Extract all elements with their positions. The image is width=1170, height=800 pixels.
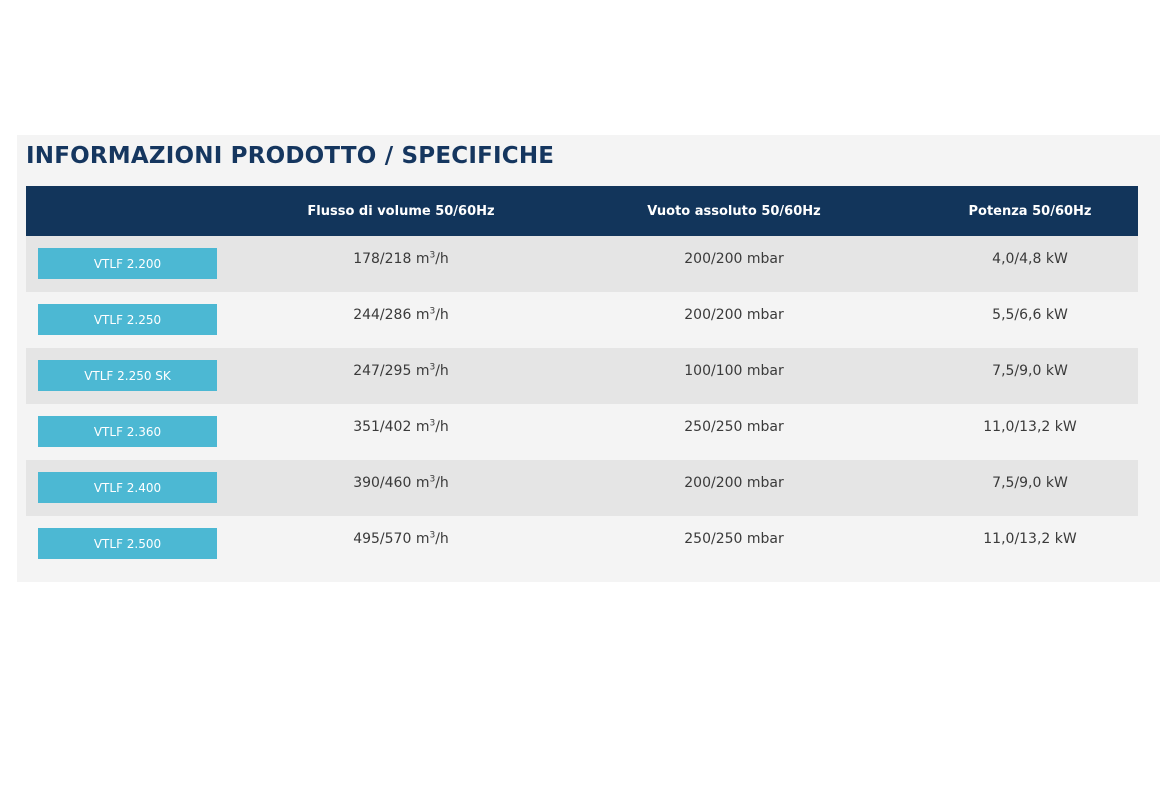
table-row: VTLF 2.360 351/402 m3/h 250/250 mbar 11,…: [26, 404, 1138, 460]
power-cell: 11,0/13,2 kW: [983, 531, 1077, 547]
model-cell: VTLF 2.200: [26, 236, 256, 279]
flow-cell: 178/218 m3/h: [353, 250, 449, 267]
flow-cell: 351/402 m3/h: [353, 418, 449, 435]
model-button-vtlf-2-360[interactable]: VTLF 2.360: [38, 416, 217, 447]
vacuum-cell: 200/200 mbar: [684, 475, 784, 491]
product-specs-panel: INFORMAZIONI PRODOTTO / SPECIFICHE Fluss…: [17, 135, 1160, 582]
power-cell: 4,0/4,8 kW: [992, 251, 1068, 267]
flow-cell: 244/286 m3/h: [353, 306, 449, 323]
flow-cell: 390/460 m3/h: [353, 474, 449, 491]
power-cell: 7,5/9,0 kW: [992, 475, 1068, 491]
power-cell: 7,5/9,0 kW: [992, 363, 1068, 379]
model-cell: VTLF 2.250 SK: [26, 348, 256, 391]
model-cell: VTLF 2.250: [26, 292, 256, 335]
model-cell: VTLF 2.360: [26, 404, 256, 447]
vacuum-cell: 100/100 mbar: [684, 363, 784, 379]
header-vacuum: Vuoto assoluto 50/60Hz: [647, 203, 821, 219]
header-power: Potenza 50/60Hz: [968, 203, 1092, 219]
vacuum-cell: 250/250 mbar: [684, 531, 784, 547]
section-title: INFORMAZIONI PRODOTTO / SPECIFICHE: [26, 143, 555, 169]
model-button-vtlf-2-500[interactable]: VTLF 2.500: [38, 528, 217, 559]
header-flow: Flusso di volume 50/60Hz: [307, 203, 495, 219]
table-row: VTLF 2.500 495/570 m3/h 250/250 mbar 11,…: [26, 516, 1138, 572]
model-button-vtlf-2-250-sk[interactable]: VTLF 2.250 SK: [38, 360, 217, 391]
table-row: VTLF 2.200 178/218 m3/h 200/200 mbar 4,0…: [26, 236, 1138, 292]
model-cell: VTLF 2.400: [26, 460, 256, 503]
flow-cell: 247/295 m3/h: [353, 362, 449, 379]
vacuum-cell: 200/200 mbar: [684, 307, 784, 323]
model-button-vtlf-2-400[interactable]: VTLF 2.400: [38, 472, 217, 503]
model-button-vtlf-2-200[interactable]: VTLF 2.200: [38, 248, 217, 279]
model-cell: VTLF 2.500: [26, 516, 256, 559]
table-row: VTLF 2.250 SK 247/295 m3/h 100/100 mbar …: [26, 348, 1138, 404]
vacuum-cell: 200/200 mbar: [684, 251, 784, 267]
table-row: VTLF 2.250 244/286 m3/h 200/200 mbar 5,5…: [26, 292, 1138, 348]
power-cell: 5,5/6,6 kW: [992, 307, 1068, 323]
vacuum-cell: 250/250 mbar: [684, 419, 784, 435]
table-header: Flusso di volume 50/60Hz Vuoto assoluto …: [26, 186, 1138, 236]
power-cell: 11,0/13,2 kW: [983, 419, 1077, 435]
specs-table: Flusso di volume 50/60Hz Vuoto assoluto …: [26, 186, 1138, 572]
table-row: VTLF 2.400 390/460 m3/h 200/200 mbar 7,5…: [26, 460, 1138, 516]
model-button-vtlf-2-250[interactable]: VTLF 2.250: [38, 304, 217, 335]
flow-cell: 495/570 m3/h: [353, 530, 449, 547]
